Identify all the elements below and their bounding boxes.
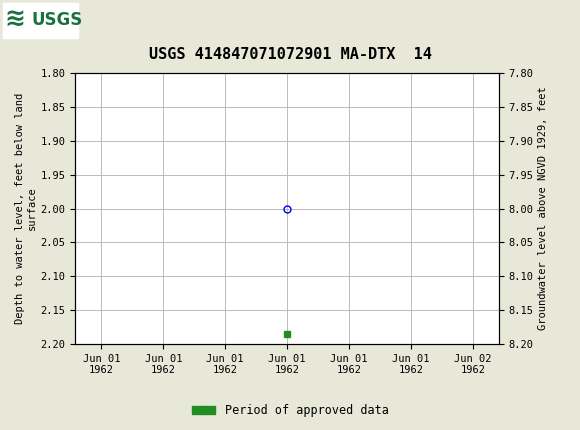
Y-axis label: Groundwater level above NGVD 1929, feet: Groundwater level above NGVD 1929, feet: [538, 87, 548, 330]
Y-axis label: Depth to water level, feet below land
surface: Depth to water level, feet below land su…: [15, 93, 37, 324]
Text: ≋: ≋: [5, 8, 26, 32]
Text: USGS 414847071072901 MA-DTX  14: USGS 414847071072901 MA-DTX 14: [148, 47, 432, 62]
Text: USGS: USGS: [32, 11, 83, 29]
Legend: Period of approved data: Period of approved data: [187, 399, 393, 422]
FancyBboxPatch shape: [3, 3, 78, 37]
